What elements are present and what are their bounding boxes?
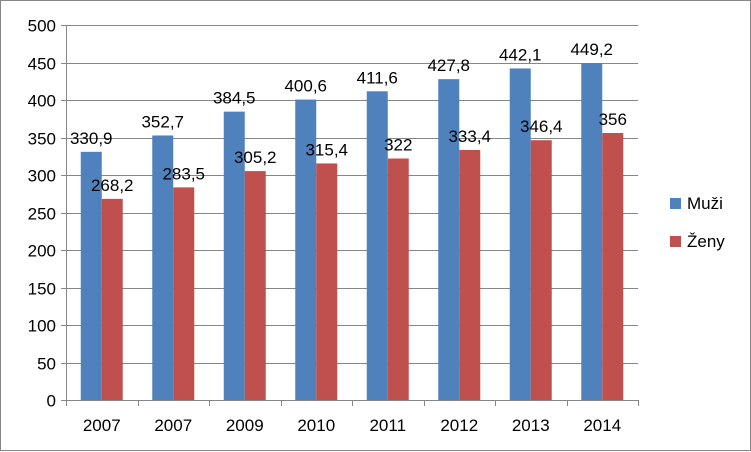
bar-muzi bbox=[80, 151, 102, 400]
data-label: 352,7 bbox=[141, 112, 184, 131]
x-tick-label: 2010 bbox=[297, 416, 335, 435]
bar-zeny bbox=[173, 187, 195, 400]
legend-label: Ženy bbox=[687, 232, 725, 251]
bar-muzi bbox=[295, 99, 317, 401]
x-tick-label: 2013 bbox=[512, 416, 550, 435]
data-labels: 330,9 352,7 384,5 400,6 411,6 427,8 442,1 449,2… bbox=[70, 40, 627, 195]
x-tick-label: 2007 bbox=[154, 416, 192, 435]
y-tick-label: 350 bbox=[28, 130, 56, 149]
bar-zeny bbox=[602, 133, 624, 400]
x-tick-label: 2009 bbox=[226, 416, 264, 435]
bar-zeny bbox=[316, 163, 338, 400]
legend-swatch bbox=[670, 236, 681, 247]
y-tick-label: 200 bbox=[28, 242, 56, 261]
y-tick-label: 150 bbox=[28, 280, 56, 299]
data-label: 400,6 bbox=[284, 77, 327, 96]
bar-muzi bbox=[438, 79, 460, 401]
legend-label: Muži bbox=[687, 194, 723, 213]
bars bbox=[80, 63, 624, 401]
data-label: 283,5 bbox=[162, 164, 205, 183]
y-tick-label: 100 bbox=[28, 317, 56, 336]
y-tick-label: 500 bbox=[28, 17, 56, 36]
bar-zeny bbox=[101, 198, 123, 400]
data-label: 322 bbox=[384, 136, 412, 155]
axes: 0 50 100 150 200 250 300 350 400 450 500 2007 2007 20… bbox=[28, 17, 639, 435]
bar-muzi bbox=[581, 63, 603, 400]
y-tick-label: 450 bbox=[28, 55, 56, 74]
data-label: 384,5 bbox=[213, 89, 256, 108]
x-tick-label: 2014 bbox=[583, 416, 621, 435]
y-tick-label: 0 bbox=[47, 392, 56, 411]
bar-muzi bbox=[152, 135, 174, 400]
data-label: 333,4 bbox=[448, 127, 491, 146]
data-label: 346,4 bbox=[520, 117, 563, 136]
bar-muzi bbox=[509, 68, 531, 401]
data-label: 268,2 bbox=[91, 176, 134, 195]
x-tick-label: 2012 bbox=[440, 416, 478, 435]
data-label: 356 bbox=[599, 110, 627, 129]
bar-zeny bbox=[387, 158, 409, 400]
bar-muzi bbox=[223, 111, 245, 400]
data-label: 411,6 bbox=[357, 68, 398, 87]
data-label: 330,9 bbox=[70, 129, 113, 148]
data-label: 449,2 bbox=[570, 40, 613, 59]
bar-zeny bbox=[244, 171, 266, 400]
grid-lines bbox=[66, 25, 638, 401]
bar-muzi bbox=[366, 91, 388, 401]
y-tick-label: 50 bbox=[37, 355, 56, 374]
y-tick-label: 300 bbox=[28, 167, 56, 186]
y-tick-label: 250 bbox=[28, 205, 56, 224]
bar-zeny bbox=[530, 140, 552, 400]
legend: Muži Ženy bbox=[670, 194, 725, 251]
legend-swatch bbox=[670, 198, 681, 209]
bar-zeny bbox=[459, 149, 481, 400]
y-tick-label: 400 bbox=[28, 92, 56, 111]
data-label: 427,8 bbox=[427, 56, 470, 75]
data-label: 442,1 bbox=[499, 45, 542, 64]
x-tick-label: 2007 bbox=[83, 416, 121, 435]
x-tick-label: 2011 bbox=[369, 416, 406, 435]
data-label: 315,4 bbox=[305, 140, 348, 159]
data-label: 305,2 bbox=[234, 148, 277, 167]
